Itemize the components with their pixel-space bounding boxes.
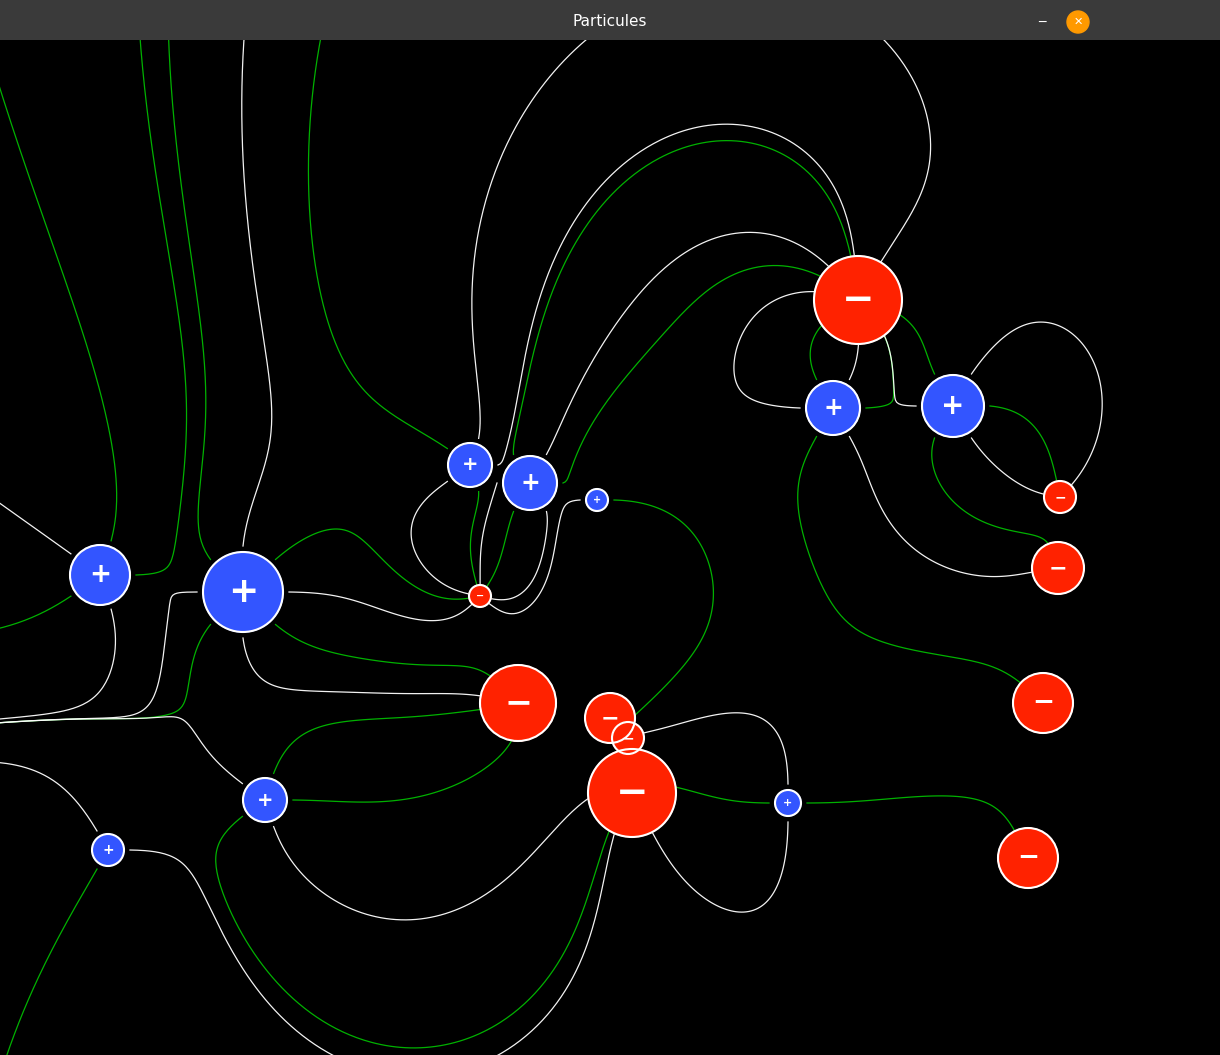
Text: −: − (616, 774, 648, 812)
Bar (0, 0, 1220, 40)
Text: +: + (228, 575, 259, 609)
Circle shape (588, 749, 676, 837)
Text: +: + (102, 843, 113, 857)
Text: −: − (1054, 490, 1066, 504)
Circle shape (1032, 542, 1085, 594)
Circle shape (479, 665, 556, 741)
Circle shape (203, 552, 283, 632)
Text: +: + (824, 396, 843, 420)
Text: ✕: ✕ (1074, 17, 1082, 27)
Text: +: + (256, 790, 273, 809)
Text: −: − (1049, 558, 1068, 578)
Text: −: − (504, 687, 532, 720)
Text: −: − (622, 731, 634, 745)
Circle shape (586, 693, 634, 743)
Circle shape (92, 835, 124, 866)
Circle shape (998, 828, 1058, 888)
Text: −: − (600, 708, 620, 728)
Text: −: − (842, 281, 875, 319)
Text: +: + (461, 456, 478, 475)
Circle shape (448, 443, 492, 487)
Text: ─: ─ (1038, 16, 1046, 28)
Circle shape (586, 490, 608, 511)
Circle shape (243, 778, 287, 822)
Text: −: − (1032, 690, 1054, 716)
Text: +: + (593, 495, 601, 505)
Circle shape (806, 381, 860, 435)
Circle shape (814, 256, 902, 344)
Circle shape (775, 790, 802, 816)
Text: +: + (783, 798, 793, 808)
Text: −: − (476, 591, 484, 601)
Text: −: − (1017, 845, 1039, 871)
Text: +: + (520, 471, 540, 495)
Circle shape (70, 545, 131, 605)
Circle shape (1068, 11, 1089, 33)
Text: Particules: Particules (572, 15, 648, 30)
Circle shape (503, 456, 558, 510)
Circle shape (612, 722, 644, 754)
Text: +: + (942, 392, 965, 420)
Circle shape (468, 586, 490, 607)
Text: +: + (89, 562, 111, 588)
Circle shape (1013, 673, 1074, 733)
Circle shape (922, 375, 985, 437)
Circle shape (1044, 481, 1076, 513)
